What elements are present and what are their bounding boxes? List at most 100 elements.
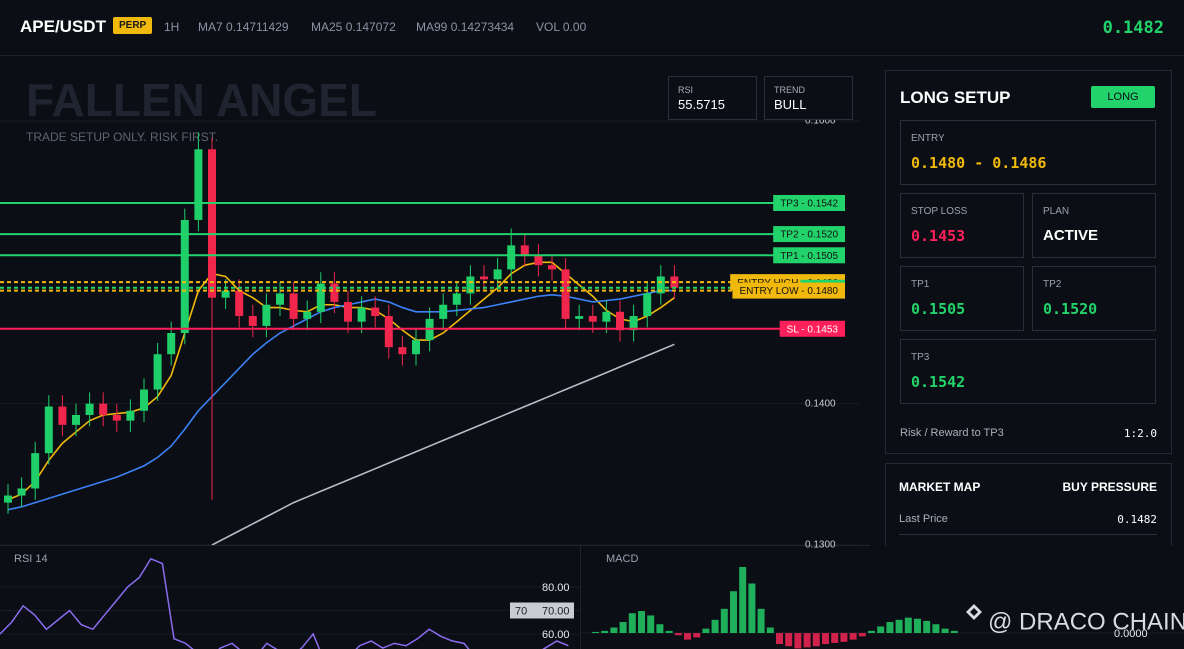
macd-bar [711, 619, 719, 634]
ma25: MA25 0.147072 [311, 20, 396, 34]
macd-bar [610, 627, 618, 634]
candle-body [126, 410, 135, 421]
macd-bar [776, 633, 783, 645]
level-label: TP1 - 0.1505 [780, 251, 838, 262]
macd-bar [858, 633, 866, 637]
macd-bar [628, 613, 636, 634]
level-tag [773, 194, 845, 211]
macd-bar [702, 628, 710, 634]
plan-label: PLAN [1043, 206, 1070, 217]
ma25-value: 0.147072 [345, 20, 396, 34]
level-label: TP2 - 0.1520 [780, 230, 838, 241]
macd-bar [950, 630, 958, 634]
macd-bar [877, 626, 885, 634]
level-tag [773, 247, 845, 264]
ma7-label: MA7 [198, 20, 223, 34]
macd-bar [932, 624, 940, 634]
tp1-label: TP1 [911, 279, 930, 290]
candle-body [44, 406, 53, 454]
rsi-box-label: RSI [678, 85, 694, 95]
candle-body [289, 293, 298, 319]
macd-bar [619, 622, 627, 634]
perp-badge: PERP [113, 17, 153, 34]
macd-bar [656, 624, 664, 634]
tp3-value: 0.1542 [911, 373, 966, 391]
candle-body [112, 414, 121, 421]
vol: VOL 0.00 [536, 20, 586, 34]
ma7: MA7 0.14711429 [198, 20, 289, 34]
vol-value: 0.00 [562, 20, 587, 34]
y-tick-label: 0.0000 [1114, 628, 1148, 640]
candle-body [452, 293, 461, 305]
candle-body [140, 389, 148, 411]
main-plot [0, 120, 860, 545]
rsi-marker-tag [510, 602, 574, 619]
candle-body [412, 340, 420, 355]
rsi-marker: 70 [515, 605, 527, 617]
candle-body [330, 283, 339, 302]
ma-line [7, 289, 675, 511]
rsi-box-value: 55.5715 [678, 97, 725, 112]
candle-body [99, 403, 108, 415]
plan-value: ACTIVE [1043, 227, 1099, 244]
candle-body [153, 354, 162, 390]
rsi-title: RSI 14 [14, 553, 48, 565]
rr-label: Risk / Reward to TP3 [900, 427, 1004, 439]
candle-body [276, 293, 284, 305]
watermark-title: FALLEN ANGEL [26, 74, 377, 126]
last-price-value: 0.1482 [1117, 513, 1157, 526]
rsi-plot [0, 557, 580, 649]
last-price-label: Last Price [899, 513, 948, 525]
candle-body [262, 304, 271, 326]
candle-body [384, 316, 393, 348]
rsi-box: RSI 55.5715 [668, 76, 757, 120]
macd-bar [693, 633, 701, 638]
macd-bar [914, 618, 921, 634]
entry-value: 0.1480 - 0.1486 [911, 154, 1047, 172]
entry-card: ENTRY 0.1480 - 0.1486 [900, 120, 1156, 185]
macd-bar [803, 633, 811, 648]
macd-bar [886, 622, 894, 634]
macd-bar [895, 619, 903, 634]
candle-body [221, 290, 230, 298]
macd-bar [812, 633, 820, 647]
tp2-value: 0.1520 [1043, 300, 1098, 318]
macd-bar [766, 627, 774, 634]
candle-body [575, 316, 584, 319]
macd-bar [739, 567, 747, 634]
candle-body [303, 311, 312, 319]
candle-body [4, 495, 12, 503]
candle-body [480, 276, 488, 280]
tp1-card: TP1 0.1505 [900, 266, 1024, 331]
macd-title: MACD [606, 553, 638, 565]
level-labels: TP3 - 0.1542 TP2 - 0.1520 TP1 - 0.1505 ENTR… [730, 194, 845, 337]
plan-card: PLAN ACTIVE [1032, 193, 1156, 258]
candle-body [58, 406, 67, 425]
candle-body [180, 219, 189, 334]
level-tag [773, 226, 845, 243]
candle-body [616, 311, 624, 331]
candle-body [31, 453, 40, 489]
level-label: SL - 0.1453 [787, 324, 839, 335]
candle-body [643, 293, 652, 317]
entry-label: ENTRY [911, 133, 945, 144]
macd-bar [665, 630, 673, 634]
separator [899, 534, 1157, 535]
trend-box: TREND BULL [764, 76, 853, 120]
rr-value: 1:2.0 [1123, 427, 1157, 440]
tp3-card: TP3 0.1542 [900, 339, 1156, 404]
macd-bar [941, 628, 949, 634]
rsi-line [0, 557, 569, 649]
macd-bar [904, 617, 912, 634]
candle-body [656, 276, 665, 294]
interval[interactable]: 1H [164, 20, 180, 34]
macd-bar [647, 615, 655, 634]
candle-body [235, 290, 244, 317]
ma25-label: MA25 [311, 20, 343, 34]
y-tick-label: 0.1600 [805, 116, 836, 127]
macd-bar [674, 633, 682, 636]
candle-body [602, 311, 611, 322]
trend-box-label: TREND [774, 85, 805, 95]
y-tick-label: 0.1400 [805, 398, 836, 409]
